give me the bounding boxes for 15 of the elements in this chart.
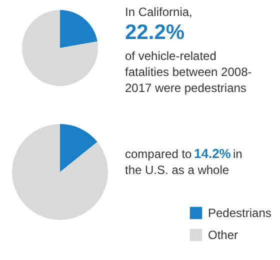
legend-label: Pedestrians xyxy=(208,206,272,220)
text: in xyxy=(233,147,242,161)
text: In California, xyxy=(125,5,192,19)
pie-slice xyxy=(60,124,98,172)
legend-label: Other xyxy=(208,228,238,242)
text: of vehicle-related xyxy=(125,49,216,63)
pie-slice xyxy=(60,10,98,48)
text: fatalities between 2008- xyxy=(125,65,252,79)
text: compared to xyxy=(125,147,192,161)
text: the U.S. as a whole xyxy=(125,163,230,177)
text: 2017 were pedestrians xyxy=(125,81,246,95)
text: 22.2% xyxy=(125,21,185,44)
pie-slice xyxy=(12,124,108,220)
pie-slice xyxy=(22,10,98,86)
text: 14.2% xyxy=(194,146,232,161)
